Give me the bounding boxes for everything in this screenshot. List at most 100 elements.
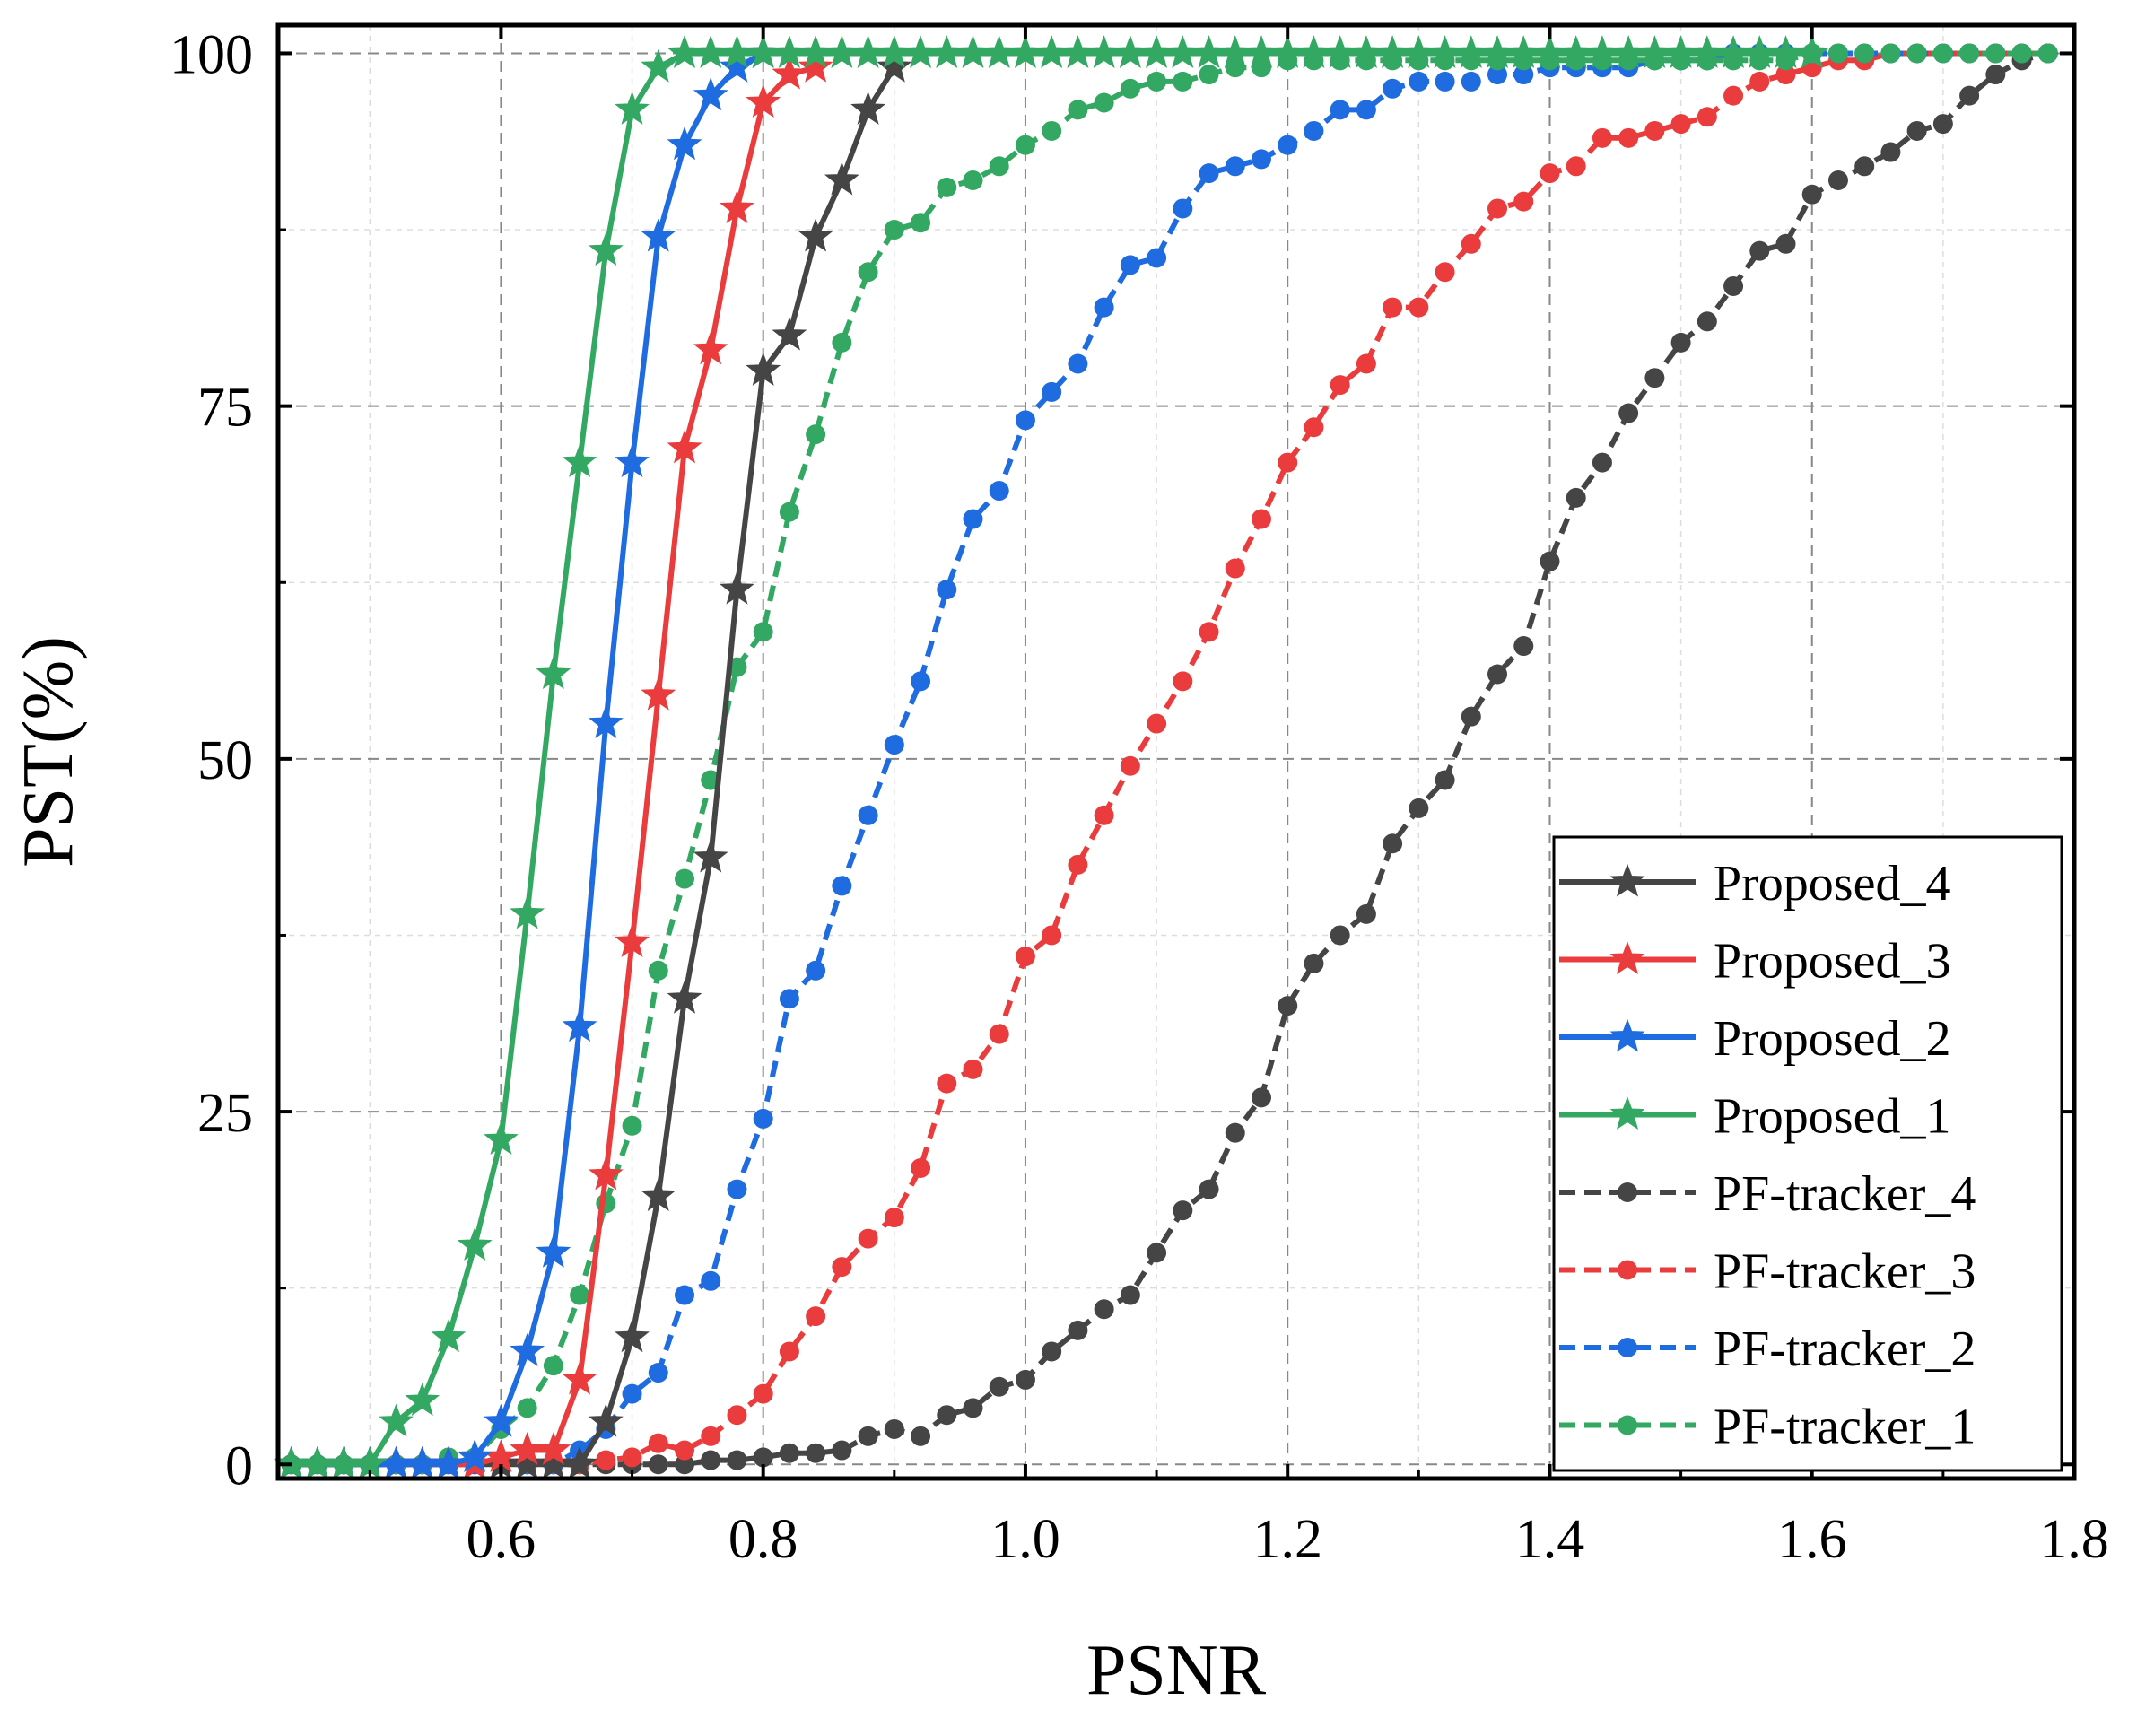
legend: Proposed_4 Proposed_3 Proposed_2 Proposed_1… xyxy=(1552,835,2063,1472)
data-point-proposed-1 xyxy=(562,444,597,478)
data-point-pf-tracker-3 xyxy=(1749,71,1770,92)
data-point-pf-tracker-3 xyxy=(1068,854,1088,875)
y-tick-label: 25 xyxy=(197,1083,253,1144)
data-point-pf-tracker-3 xyxy=(1487,198,1508,219)
data-point-pf-tracker-1 xyxy=(1906,43,1927,64)
data-point-pf-tracker-1 xyxy=(963,170,983,191)
data-point-pf-tracker-3 xyxy=(1042,925,1062,946)
legend-swatch-marker xyxy=(1609,1018,1645,1052)
data-point-proposed-1 xyxy=(929,35,964,68)
data-point-pf-tracker-2 xyxy=(884,735,904,755)
data-point-pf-tracker-3 xyxy=(675,1440,695,1461)
data-point-proposed-4 xyxy=(877,48,912,83)
data-point-pf-tracker-3 xyxy=(1592,127,1612,148)
data-point-pf-tracker-4 xyxy=(1749,240,1770,261)
data-point-pf-tracker-2 xyxy=(753,1108,773,1129)
data-point-proposed-1 xyxy=(1191,35,1226,68)
data-point-pf-tracker-2 xyxy=(1487,65,1508,85)
data-point-pf-tracker-1 xyxy=(832,332,852,353)
data-point-proposed-2 xyxy=(484,1403,519,1437)
data-point-proposed-4 xyxy=(772,317,807,351)
data-point-pf-tracker-1 xyxy=(884,220,904,240)
data-point-pf-tracker-4 xyxy=(1959,85,1980,106)
legend-label: Proposed_1 xyxy=(1714,1089,1950,1145)
data-point-pf-tracker-4 xyxy=(1723,275,1744,296)
data-point-pf-tracker-4 xyxy=(1461,706,1481,727)
data-point-pf-tracker-2 xyxy=(937,580,957,600)
legend-swatch-marker xyxy=(1609,941,1645,975)
data-point-pf-tracker-3 xyxy=(1618,127,1639,148)
data-point-pf-tracker-4 xyxy=(1199,1179,1219,1199)
data-point-pf-tracker-1 xyxy=(1094,92,1114,113)
data-point-pf-tracker-3 xyxy=(1251,509,1271,529)
data-point-pf-tracker-4 xyxy=(1801,184,1822,205)
data-point-proposed-3 xyxy=(667,430,702,464)
data-point-pf-tracker-3 xyxy=(1173,671,1193,692)
data-point-proposed-4 xyxy=(693,839,728,873)
data-point-pf-tracker-2 xyxy=(1068,353,1088,374)
data-point-proposed-3 xyxy=(588,1156,624,1191)
data-point-proposed-4 xyxy=(562,1445,597,1479)
data-point-proposed-3 xyxy=(798,48,833,83)
data-point-pf-tracker-3 xyxy=(963,1059,983,1079)
legend-label: Proposed_2 xyxy=(1714,1011,1950,1067)
data-point-pf-tracker-4 xyxy=(1618,403,1639,423)
legend-label: Proposed_4 xyxy=(1714,856,1950,912)
data-point-pf-tracker-1 xyxy=(1199,65,1219,85)
data-point-pf-tracker-4 xyxy=(727,1450,747,1470)
data-point-pf-tracker-4 xyxy=(1592,452,1612,473)
data-point-proposed-2 xyxy=(457,1438,493,1472)
data-point-pf-tracker-4 xyxy=(1147,1243,1167,1263)
data-point-proposed-1 xyxy=(457,1227,493,1261)
data-point-proposed-3 xyxy=(562,1361,597,1395)
data-point-pf-tracker-4 xyxy=(1409,798,1429,818)
data-point-pf-tracker-4 xyxy=(1330,925,1350,946)
data-point-pf-tracker-1 xyxy=(1985,43,2006,64)
data-point-pf-tracker-1 xyxy=(1827,43,1848,64)
data-point-proposed-2 xyxy=(693,77,728,111)
data-point-pf-tracker-4 xyxy=(1487,664,1508,685)
data-point-pf-tracker-4 xyxy=(1775,233,1796,254)
x-tick-label: 0.6 xyxy=(467,1509,536,1570)
data-point-pf-tracker-1 xyxy=(2037,43,2058,64)
data-point-proposed-2 xyxy=(667,126,702,161)
legend-item-pf-tracker-1: PF-tracker_1 xyxy=(1559,1400,1976,1455)
data-point-pf-tracker-3 xyxy=(1304,417,1324,438)
data-point-pf-tracker-3 xyxy=(596,1450,616,1470)
data-point-proposed-3 xyxy=(746,84,781,118)
data-point-proposed-2 xyxy=(615,444,650,478)
data-point-pf-tracker-4 xyxy=(1278,996,1298,1016)
data-point-pf-tracker-2 xyxy=(701,1270,721,1291)
data-point-pf-tracker-2 xyxy=(963,509,983,529)
legend-item-pf-tracker-4: PF-tracker_4 xyxy=(1559,1166,1976,1222)
data-point-pf-tracker-2 xyxy=(1120,255,1140,275)
data-point-pf-tracker-4 xyxy=(1670,332,1691,353)
data-point-proposed-1 xyxy=(405,1383,440,1417)
data-point-proposed-1 xyxy=(431,1319,467,1353)
data-point-pf-tracker-2 xyxy=(1147,248,1167,268)
data-point-proposed-3 xyxy=(615,923,650,957)
data-point-proposed-4 xyxy=(720,571,754,605)
data-point-pf-tracker-4 xyxy=(832,1440,852,1461)
data-point-pf-tracker-3 xyxy=(779,1341,799,1362)
data-point-pf-tracker-3 xyxy=(911,1157,931,1178)
data-point-pf-tracker-2 xyxy=(1330,100,1350,120)
y-tick-label: 75 xyxy=(197,378,253,439)
data-point-pf-tracker-1 xyxy=(1120,78,1140,99)
data-point-pf-tracker-3 xyxy=(1330,375,1350,396)
data-point-proposed-4 xyxy=(615,1319,650,1353)
data-point-pf-tracker-4 xyxy=(1827,170,1848,191)
data-point-proposed-1 xyxy=(588,232,624,266)
data-point-proposed-4 xyxy=(824,161,859,196)
data-point-proposed-2 xyxy=(641,218,676,252)
legend-box xyxy=(1552,835,2063,1472)
data-point-pf-tracker-1 xyxy=(622,1115,642,1136)
data-point-pf-tracker-4 xyxy=(1251,1087,1271,1108)
data-point-pf-tracker-2 xyxy=(1173,198,1193,219)
data-point-pf-tracker-1 xyxy=(2011,43,2032,64)
data-point-pf-tracker-1 xyxy=(806,424,826,445)
data-point-pf-tracker-4 xyxy=(1880,142,1901,162)
data-point-pf-tracker-4 xyxy=(1644,368,1665,388)
data-point-proposed-4 xyxy=(798,218,833,252)
data-point-pf-tracker-2 xyxy=(989,481,1009,502)
